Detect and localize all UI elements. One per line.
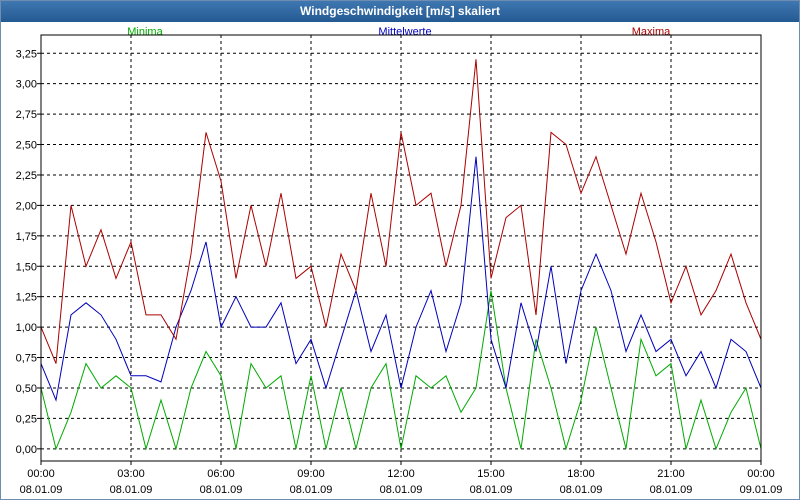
window-title: Windgeschwindigkeit [m/s] skaliert (1, 1, 799, 22)
x-tick-date-label: 08.01.09 (20, 484, 63, 496)
legend-entry-maxima: Maxima (632, 26, 671, 38)
x-tick-time-label: 21:00 (657, 468, 685, 480)
x-tick-date-label: 08.01.09 (380, 484, 423, 496)
tick-labels: 0,00 0,25 0,50 0,75 1,00 1,25 1,50 1,75 2,00 2,25… (16, 48, 783, 496)
y-tick-label: 1,00 (16, 322, 37, 334)
y-tick-label: 0,00 (16, 444, 37, 456)
series-line-maxima (40, 59, 762, 364)
x-tick-time-label: 18:00 (567, 468, 595, 480)
x-tick-date-label: 08.01.09 (650, 484, 693, 496)
x-tick-time-label: 12:00 (387, 468, 415, 480)
y-tick-label: 1,50 (16, 261, 37, 273)
x-tick-time-label: 00:00 (27, 468, 55, 480)
series-line-minima (40, 290, 762, 451)
y-tick-label: 1,25 (16, 292, 37, 304)
x-tick-date-label: 09.01.09 (740, 484, 783, 496)
x-tick-time-label: 09:00 (297, 468, 325, 480)
y-tick-label: 2,50 (16, 140, 37, 152)
y-tick-label: 1,75 (16, 231, 37, 243)
y-tick-label: 3,00 (16, 79, 37, 91)
legend-entry-mittelwerte: Mittelwerte (378, 26, 431, 38)
x-tick-time-label: 06:00 (207, 468, 235, 480)
legend-entry-minima: Minima (127, 26, 163, 38)
series-lines (40, 59, 762, 451)
x-tick-time-label: 15:00 (477, 468, 505, 480)
plot-frame (40, 34, 762, 462)
y-tick-label: 2,75 (16, 109, 37, 121)
y-tick-label: 0,75 (16, 353, 37, 365)
y-tick-label: 3,25 (16, 48, 37, 60)
x-tick-date-label: 08.01.09 (560, 484, 603, 496)
y-tick-label: 2,25 (16, 170, 37, 182)
x-tick-date-label: 08.01.09 (110, 484, 153, 496)
y-tick-label: 0,25 (16, 413, 37, 425)
series-line-mittelwerte (40, 156, 762, 402)
x-tick-date-label: 08.01.09 (200, 484, 243, 496)
legend: Minima Mittelwerte Maxima (127, 26, 671, 38)
x-tick-time-label: 03:00 (117, 468, 145, 480)
grid (37, 35, 762, 465)
x-tick-date-label: 08.01.09 (470, 484, 513, 496)
y-tick-label: 2,00 (16, 200, 37, 212)
x-tick-date-label: 08.01.09 (290, 484, 333, 496)
x-tick-time-label: 00:00 (747, 468, 775, 480)
y-tick-label: 0,50 (16, 383, 37, 395)
